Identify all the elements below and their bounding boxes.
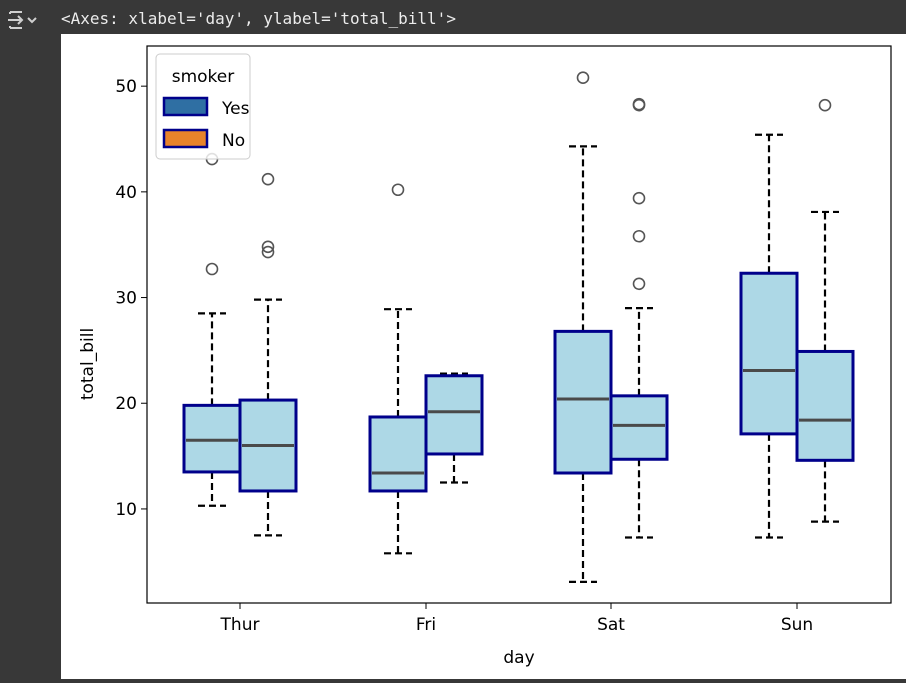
outlier-point	[261, 240, 275, 254]
outlier-point	[632, 191, 646, 205]
legend-swatch-no	[162, 128, 209, 149]
box-no-fri	[424, 372, 484, 484]
box-no-sun	[795, 98, 855, 523]
x-tick-label: Sat	[597, 615, 625, 635]
output-expand-icon[interactable]	[6, 8, 40, 32]
box-body	[424, 374, 484, 456]
legend-swatch-yes	[162, 96, 209, 117]
outlier-point	[205, 262, 219, 276]
outlier-point	[391, 183, 405, 197]
x-tick-label: Sun	[781, 615, 813, 635]
box-body	[368, 415, 428, 493]
box-no-sat	[609, 97, 669, 539]
y-tick-label: 30	[115, 289, 137, 309]
box-yes-sun	[739, 133, 799, 539]
box-yes-fri	[368, 183, 428, 555]
legend-title: smoker	[172, 67, 235, 87]
y-axis-label: total_bill	[78, 328, 98, 400]
box-body	[739, 271, 799, 436]
x-tick-label: Fri	[416, 615, 436, 635]
x-axis: Thur Fri Sat Sun	[220, 603, 813, 635]
outlier-point	[818, 98, 832, 112]
legend-label-no: No	[222, 131, 245, 151]
box-body	[609, 394, 669, 461]
y-tick-label: 10	[115, 500, 137, 520]
legend: smoker Yes No	[155, 53, 251, 160]
box-body	[795, 349, 855, 462]
x-tick-label: Thur	[220, 615, 260, 635]
box-no-thur	[238, 172, 298, 537]
outlier-point	[576, 71, 590, 85]
outlier-point	[632, 277, 646, 291]
axes-repr-text: <Axes: xlabel='day', ylabel='total_bill'…	[61, 9, 456, 28]
outlier-point	[261, 172, 275, 186]
box-body	[182, 403, 242, 474]
outlier-point	[632, 229, 646, 243]
x-axis-label: day	[503, 648, 534, 668]
outlier-point	[632, 97, 646, 111]
box-body	[553, 329, 613, 475]
y-tick-label: 20	[115, 394, 137, 414]
plot-output: 10 20 30 40 50 Thur Fri Sat Sun total_bill day …	[61, 34, 906, 679]
outlier-point	[261, 245, 275, 259]
cell-gutter	[0, 0, 60, 679]
box-yes-thur	[182, 152, 242, 507]
y-axis: 10 20 30 40 50	[115, 77, 147, 520]
y-tick-label: 50	[115, 77, 137, 97]
box-groups	[182, 71, 855, 583]
y-tick-label: 40	[115, 183, 137, 203]
legend-label-yes: Yes	[221, 99, 250, 119]
